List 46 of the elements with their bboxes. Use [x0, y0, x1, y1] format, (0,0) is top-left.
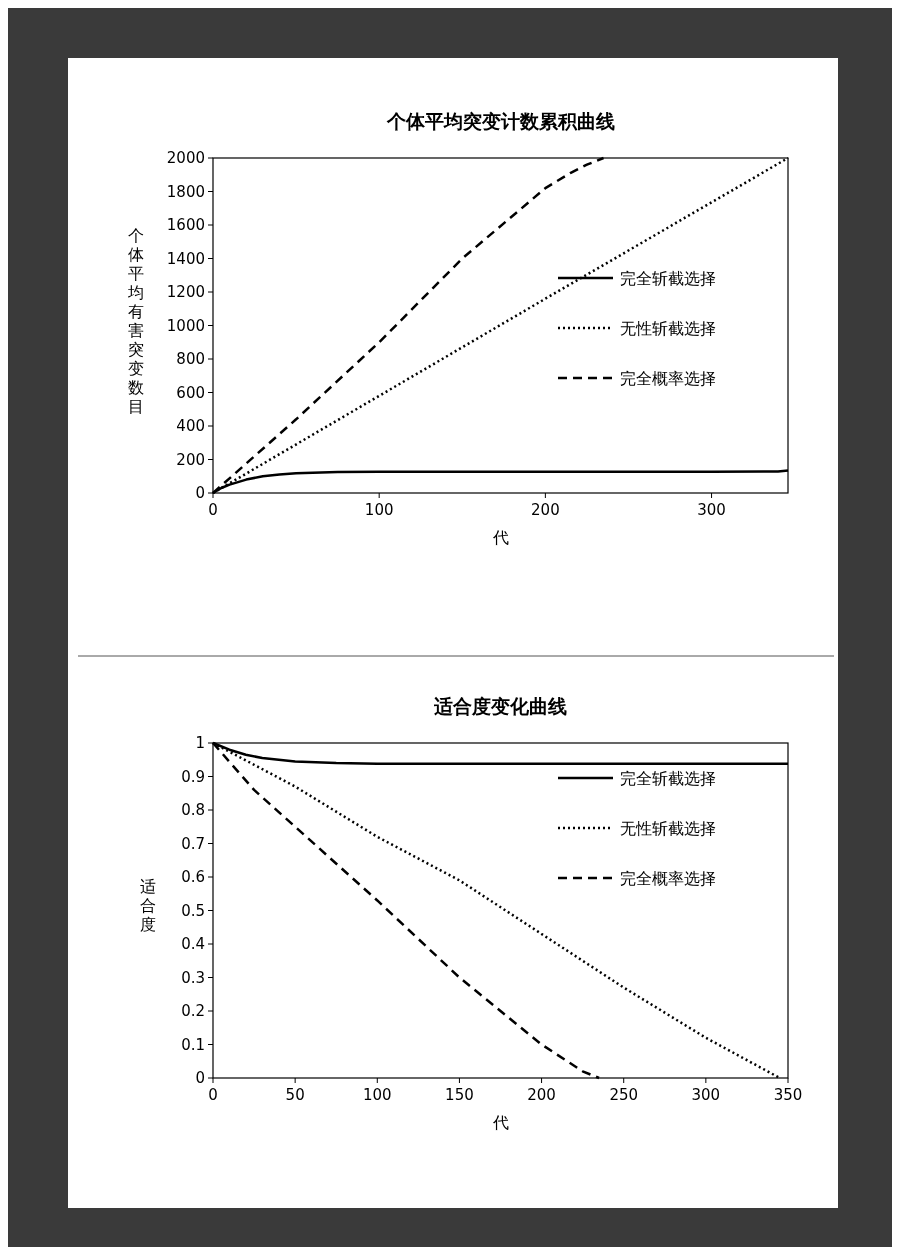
x-tick-label: 350: [773, 1086, 803, 1104]
y-tick-label: 0: [195, 1069, 205, 1087]
y-tick-label: 2000: [166, 149, 205, 167]
chart-title: 个体平均突变计数累积曲线: [385, 110, 615, 132]
y-tick-label: 0.6: [181, 868, 205, 886]
x-tick-label: 300: [697, 501, 726, 519]
x-tick-label: 50: [285, 1086, 305, 1104]
legend-label: 完全斩截选择: [620, 769, 716, 788]
y-tick-label: 1: [195, 734, 205, 752]
y-tick-label: 0.3: [181, 968, 205, 987]
y-tick-label: 400: [176, 417, 205, 435]
y-tick-label: 800: [176, 350, 205, 368]
x-tick-label: 0: [208, 501, 218, 519]
x-axis-title: 代: [491, 528, 509, 547]
y-tick-label: 0.8: [181, 801, 205, 819]
x-tick-label: 100: [364, 501, 394, 519]
y-tick-label: 0.2: [181, 1002, 205, 1020]
legend-label: 完全斩截选择: [620, 269, 716, 288]
x-tick-label: 250: [609, 1086, 639, 1104]
y-tick-label: 0.1: [181, 1035, 205, 1054]
y-tick-label: 1200: [166, 283, 205, 301]
text: 个体平均有害突变数目: [128, 225, 144, 416]
y-tick-label: 1400: [166, 249, 205, 268]
y-tick-label: 0: [195, 484, 205, 502]
x-tick-label: 200: [531, 501, 560, 519]
y-axis-title: 适合度: [140, 877, 156, 934]
x-tick-label: 0: [208, 1086, 218, 1104]
y-tick-label: 600: [176, 383, 205, 402]
x-tick-label: 100: [362, 1086, 392, 1104]
y-tick-label: 1800: [166, 182, 205, 201]
y-tick-label: 0.7: [181, 834, 205, 853]
chart-title: 适合度变化曲线: [433, 695, 567, 717]
y-tick-label: 1000: [166, 316, 205, 335]
legend-label: 完全概率选择: [620, 369, 716, 388]
x-tick-label: 150: [445, 1086, 474, 1104]
x-tick-label: 200: [527, 1086, 556, 1104]
x-tick-label: 300: [691, 1086, 721, 1104]
y-tick-label: 0.4: [181, 935, 205, 953]
legend-label: 无性斩截选择: [620, 819, 716, 838]
legend-label: 完全概率选择: [620, 869, 716, 888]
legend-label: 无性斩截选择: [620, 319, 716, 338]
y-tick-label: 1600: [166, 216, 205, 234]
y-tick-label: 0.9: [181, 767, 205, 786]
x-axis-title: 代: [491, 1113, 509, 1132]
y-tick-label: 200: [176, 450, 205, 469]
y-tick-label: 0.5: [181, 901, 205, 920]
